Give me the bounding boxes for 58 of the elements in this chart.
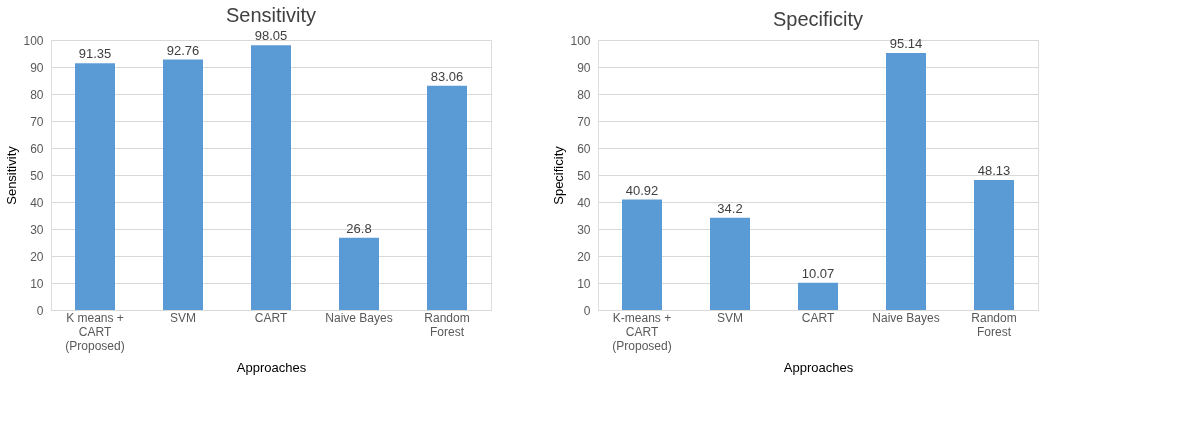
y-tick-label: 20 [577,249,591,264]
bar [75,63,115,310]
data-label: 34.2 [717,200,743,216]
data-label: 83.06 [430,68,464,84]
x-tick-label: Naive Bayes [325,310,393,325]
bar [251,45,291,310]
data-label: 98.05 [254,28,288,44]
chart-title: Sensitivity [225,4,317,27]
y-tick-label: 70 [577,114,591,129]
x-tick-label: SVM [716,310,744,325]
y-tick-label: 50 [30,168,44,183]
x-tick-label: K-means + CART (Proposed) [612,310,672,353]
y-tick-label: 80 [577,87,591,102]
y-tick-label: 30 [577,222,591,237]
chart-title: Specificity [772,8,864,30]
x-axis-title: Approaches [783,359,854,375]
y-tick-label: 80 [30,87,44,102]
data-label: 92.76 [166,42,200,58]
bar [163,59,203,310]
data-label: 10.07 [801,265,835,281]
data-label: 26.8 [346,220,372,236]
x-tick-label: CART [801,310,835,325]
data-label: 40.92 [625,182,659,198]
bar [710,217,750,310]
y-axis-title: Specificity [551,145,567,205]
x-axis-title: Approaches [236,359,307,375]
bar [427,85,467,310]
bar [339,237,379,310]
data-label: 91.35 [78,46,112,62]
y-tick-label: 10 [30,276,44,291]
y-tick-label: 100 [23,33,44,48]
bar [798,282,838,310]
y-tick-label: 0 [36,303,44,318]
y-tick-label: 40 [577,195,591,210]
x-tick-label: CART [254,310,288,325]
x-tick-label: Naive Bayes [872,310,940,325]
x-tick-label: Random Forest [971,310,1017,339]
y-tick-label: 10 [577,276,591,291]
x-tick-label: K means + CART (Proposed) [65,310,125,353]
y-tick-label: 20 [30,249,44,264]
y-tick-label: 50 [577,168,591,183]
y-axis-title: Sensitivity [4,145,20,205]
data-label: 48.13 [977,163,1011,179]
x-tick-label: Random Forest [424,310,470,339]
bar [974,180,1014,310]
x-tick-label: SVM [169,310,197,325]
y-tick-label: 90 [577,60,591,75]
bar [622,199,662,310]
y-tick-label: 40 [30,195,44,210]
y-tick-label: 100 [570,33,591,48]
y-tick-label: 30 [30,222,44,237]
data-label: 95.14 [889,36,923,52]
y-tick-label: 60 [30,141,44,156]
y-tick-label: 90 [30,60,44,75]
y-tick-label: 70 [30,114,44,129]
y-tick-label: 0 [583,303,591,318]
y-tick-label: 60 [577,141,591,156]
bar [886,53,926,310]
